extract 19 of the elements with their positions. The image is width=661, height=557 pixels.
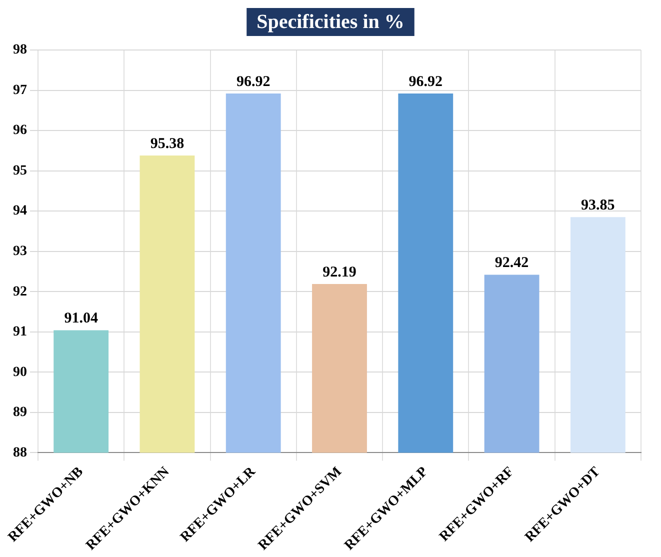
y-tick-label: 92 <box>13 284 27 300</box>
y-tick-label: 91 <box>13 324 27 340</box>
y-tick-label: 97 <box>13 82 27 98</box>
y-tick-label: 89 <box>13 405 27 420</box>
data-label: 96.92 <box>236 74 270 90</box>
y-tick-label: 98 <box>13 42 27 58</box>
y-tick-label: 88 <box>13 445 27 460</box>
data-label: 93.85 <box>581 198 615 214</box>
y-tick-label: 96 <box>13 123 27 138</box>
y-tick-label: 95 <box>13 163 27 178</box>
data-label: 95.38 <box>150 136 184 152</box>
data-label: 91.04 <box>64 310 98 327</box>
chart-title: Specificities in % <box>256 11 404 34</box>
y-tick-label: 94 <box>13 204 27 219</box>
y-tick-label: 93 <box>13 244 27 259</box>
data-label: 92.19 <box>322 264 356 280</box>
data-label: 92.42 <box>494 255 529 272</box>
y-tick-label: 90 <box>13 364 27 380</box>
data-label: 96.92 <box>408 74 443 90</box>
